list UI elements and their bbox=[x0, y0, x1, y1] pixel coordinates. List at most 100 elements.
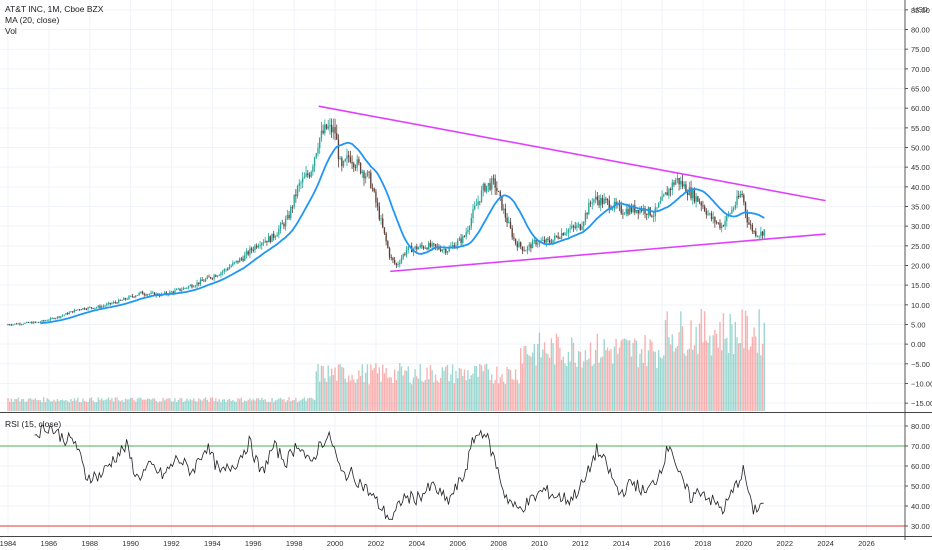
volume-bar bbox=[181, 398, 183, 411]
volume-bar bbox=[445, 366, 447, 411]
candle-body bbox=[192, 286, 195, 288]
candle-body bbox=[317, 148, 319, 154]
volume-bar bbox=[434, 374, 437, 411]
volume-bar bbox=[165, 398, 168, 411]
volume-bar bbox=[732, 353, 735, 411]
ma-legend[interactable]: MA (20, close) bbox=[5, 15, 60, 25]
volume-bar bbox=[61, 399, 64, 411]
candle-body bbox=[521, 246, 524, 251]
volume-bar bbox=[95, 401, 98, 411]
volume-bar bbox=[620, 340, 622, 411]
volume-bar bbox=[83, 400, 86, 411]
candle-body bbox=[199, 279, 202, 285]
volume-bar bbox=[208, 401, 210, 411]
volume-bar bbox=[60, 399, 62, 411]
candle-body bbox=[504, 208, 507, 218]
volume-bar bbox=[240, 397, 243, 411]
candle-body bbox=[439, 249, 442, 252]
candle-body bbox=[291, 207, 294, 208]
candle-body bbox=[259, 245, 261, 247]
candle-body bbox=[237, 260, 239, 263]
candle-body bbox=[249, 248, 251, 255]
volume-bar bbox=[644, 335, 646, 411]
candle-body bbox=[187, 286, 190, 288]
candle-body bbox=[620, 205, 622, 214]
volume-bar bbox=[692, 349, 694, 411]
candle-body bbox=[477, 201, 479, 205]
candle-body bbox=[583, 222, 585, 227]
volume-bar bbox=[726, 337, 728, 411]
vol-legend[interactable]: Vol bbox=[5, 26, 17, 36]
volume-bar bbox=[111, 398, 113, 411]
volume-bar bbox=[283, 399, 285, 411]
price-axis[interactable]: 85.00 80.00 75.00 70.00 65.00 60.00 55.00 50.00… bbox=[905, 6, 932, 408]
candle-body bbox=[68, 312, 71, 315]
volume-bar bbox=[378, 367, 381, 411]
candle-body bbox=[359, 163, 362, 174]
candle-body bbox=[320, 130, 323, 139]
candle-body bbox=[683, 184, 685, 187]
candle-body bbox=[123, 298, 125, 301]
price-tick-label: 40.00 bbox=[911, 183, 930, 192]
volume-bar bbox=[92, 400, 94, 411]
candle-body bbox=[325, 124, 328, 129]
rsi-axis[interactable]: 80.00 70.00 60.00 50.00 40.00 30.00 bbox=[905, 422, 930, 531]
volume-bar bbox=[36, 400, 38, 411]
candle-body bbox=[315, 153, 317, 158]
candle-body bbox=[63, 314, 65, 316]
volume-bar bbox=[717, 347, 719, 411]
candle-body bbox=[382, 218, 384, 228]
volume-bar bbox=[402, 375, 404, 411]
volume-bar bbox=[169, 398, 171, 411]
volume-bar bbox=[305, 400, 307, 411]
candle-body bbox=[692, 190, 694, 199]
volume-bar bbox=[124, 398, 127, 411]
symbol-title[interactable]: AT&T INC, 1M, Cboe BZX bbox=[5, 4, 104, 14]
volume-bar bbox=[135, 401, 137, 411]
price-tick-label: 70.00 bbox=[911, 65, 930, 74]
candle-body bbox=[227, 269, 229, 271]
volume-bar bbox=[504, 384, 507, 411]
volume-bar bbox=[451, 364, 454, 411]
volume-bar bbox=[339, 364, 341, 411]
candle-body bbox=[586, 213, 588, 215]
volume-bar bbox=[480, 365, 483, 411]
time-tick-label: 2006 bbox=[449, 539, 466, 548]
volume-bar bbox=[119, 401, 122, 411]
volume-bar bbox=[49, 401, 52, 411]
candle-body bbox=[632, 205, 634, 212]
volume-bar bbox=[714, 330, 716, 411]
rsi-title[interactable]: RSI (15, close) bbox=[5, 419, 62, 429]
candle-body bbox=[443, 249, 445, 250]
volume-bar bbox=[441, 367, 444, 411]
candle-body bbox=[611, 208, 614, 210]
candle-body bbox=[647, 207, 650, 215]
candle-body bbox=[424, 247, 426, 249]
volume-bar bbox=[358, 370, 360, 411]
candle-body bbox=[644, 207, 646, 214]
volume-bar bbox=[448, 381, 450, 411]
candle-body bbox=[278, 228, 280, 235]
candle-body bbox=[404, 254, 406, 256]
candle-body bbox=[351, 162, 353, 164]
candle-body bbox=[235, 260, 237, 263]
candle-body bbox=[216, 275, 219, 277]
volume-bar bbox=[347, 375, 350, 411]
volume-bar bbox=[337, 364, 340, 411]
candle-body bbox=[203, 280, 205, 282]
volume-bar bbox=[351, 374, 353, 411]
rsi-tick-label: 30.00 bbox=[911, 522, 930, 531]
volume-bar bbox=[603, 339, 605, 411]
time-axis[interactable]: 1984 1986 1988 1990 1992 1994 1996 1998 2000 2002… bbox=[0, 539, 875, 548]
candle-body bbox=[271, 233, 273, 243]
candle-body bbox=[528, 244, 530, 247]
candle-body bbox=[281, 223, 283, 225]
volume-bar bbox=[474, 365, 476, 411]
trendline-upper bbox=[318, 105, 826, 202]
volume-bar bbox=[281, 399, 283, 411]
candle-body bbox=[703, 206, 706, 212]
candle-body bbox=[567, 229, 570, 233]
volume-bar bbox=[487, 369, 490, 411]
candle-body bbox=[560, 233, 563, 239]
